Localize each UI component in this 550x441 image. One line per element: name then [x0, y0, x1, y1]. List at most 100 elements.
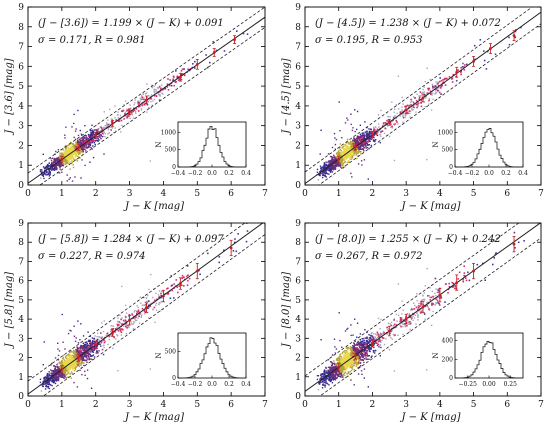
scatter-point: [60, 371, 62, 373]
scatter-point: [351, 142, 354, 144]
scatter-point: [148, 317, 150, 319]
scatter-point: [68, 369, 70, 371]
scatter-point: [73, 349, 75, 352]
scatter-point: [80, 345, 82, 347]
scatter-point: [462, 62, 464, 65]
scatter-point: [439, 77, 441, 79]
scatter-point: [320, 167, 322, 169]
scatter-point: [92, 351, 94, 353]
scatter-point: [159, 302, 161, 304]
scatter-point: [66, 158, 69, 160]
scatter-point: [316, 168, 319, 171]
scatter-point: [45, 166, 48, 169]
scatter-point: [328, 169, 331, 171]
scatter-point: [52, 168, 54, 170]
scatter-point: [94, 143, 96, 146]
scatter-point: [57, 156, 60, 159]
scatter-point: [79, 148, 81, 150]
x-tick-label: 1: [336, 189, 342, 199]
scatter-point: [361, 132, 363, 134]
scatter-point: [383, 132, 386, 135]
scatter-point: [392, 123, 395, 125]
scatter-point: [432, 85, 434, 88]
scatter-point: [164, 87, 167, 90]
scatter-point: [40, 171, 43, 173]
scatter-point: [329, 170, 331, 172]
scatter-point: [95, 345, 98, 348]
scatter-point: [107, 127, 110, 129]
scatter-point: [136, 319, 138, 322]
scatter-point: [83, 359, 86, 361]
scatter-point: [55, 164, 57, 166]
scatter-point: [65, 187, 66, 188]
scatter-point: [393, 111, 395, 113]
scatter-point: [146, 83, 148, 85]
scatter-point: [54, 379, 56, 382]
scatter-point: [62, 164, 65, 167]
scatter-point: [69, 157, 71, 159]
scatter-point: [349, 154, 352, 157]
scatter-point: [143, 103, 145, 106]
scatter-point: [331, 171, 334, 173]
scatter-point: [412, 100, 414, 103]
scatter-point: [508, 43, 511, 46]
scatter-point: [131, 323, 133, 325]
scatter-point: [67, 366, 69, 369]
scatter-point: [436, 87, 438, 89]
scatter-point: [51, 162, 53, 164]
scatter-point: [70, 157, 73, 160]
scatter-point: [339, 146, 341, 148]
scatter-point: [64, 159, 67, 161]
scatter-point: [176, 76, 179, 79]
scatter-point: [64, 152, 66, 154]
scatter-point: [88, 358, 91, 361]
scatter-point: [100, 126, 102, 129]
scatter-point: [47, 387, 49, 389]
scatter-point: [474, 58, 476, 61]
scatter-point: [124, 318, 126, 321]
scatter-point: [48, 170, 50, 173]
scatter-point: [194, 60, 196, 63]
scatter-point: [180, 70, 183, 72]
scatter-point: [417, 106, 419, 108]
scatter-point: [342, 164, 344, 166]
scatter-point: [88, 143, 90, 145]
scatter-point: [67, 376, 69, 378]
scatter-point: [72, 147, 75, 149]
scatter-point: [82, 359, 85, 361]
scatter-point: [103, 111, 105, 113]
scatter-point: [42, 381, 44, 383]
scatter-point: [82, 135, 85, 137]
scatter-point: [86, 147, 89, 149]
scatter-point: [65, 157, 68, 159]
scatter-point: [142, 102, 144, 105]
scatter-point: [124, 100, 127, 102]
scatter-point: [70, 155, 73, 158]
scatter-point: [359, 133, 361, 135]
scatter-point: [172, 79, 174, 82]
scatter-point: [176, 75, 179, 78]
scatter-point: [59, 168, 61, 170]
scatter-point: [83, 347, 85, 349]
scatter-point: [60, 162, 62, 164]
scatter-point: [57, 366, 60, 369]
scatter-point: [96, 345, 99, 347]
scatter-point: [350, 147, 352, 149]
scatter-point: [68, 178, 70, 181]
scatter-point: [65, 363, 67, 366]
scatter-point: [357, 137, 359, 140]
scatter-point: [80, 323, 82, 325]
scatter-point: [60, 154, 63, 156]
scatter-point: [341, 146, 343, 148]
scatter-point: [88, 135, 90, 137]
inset-step-line: [454, 128, 524, 168]
sigma-band-line: [28, 7, 265, 174]
scatter-point: [421, 100, 424, 102]
scatter-point: [43, 177, 45, 180]
inset-x-tick-label: 0.2: [501, 170, 511, 177]
scatter-point: [74, 154, 76, 156]
scatter-point: [52, 157, 54, 159]
scatter-point: [125, 332, 128, 335]
scatter-point: [138, 322, 141, 324]
scatter-point: [332, 160, 334, 162]
